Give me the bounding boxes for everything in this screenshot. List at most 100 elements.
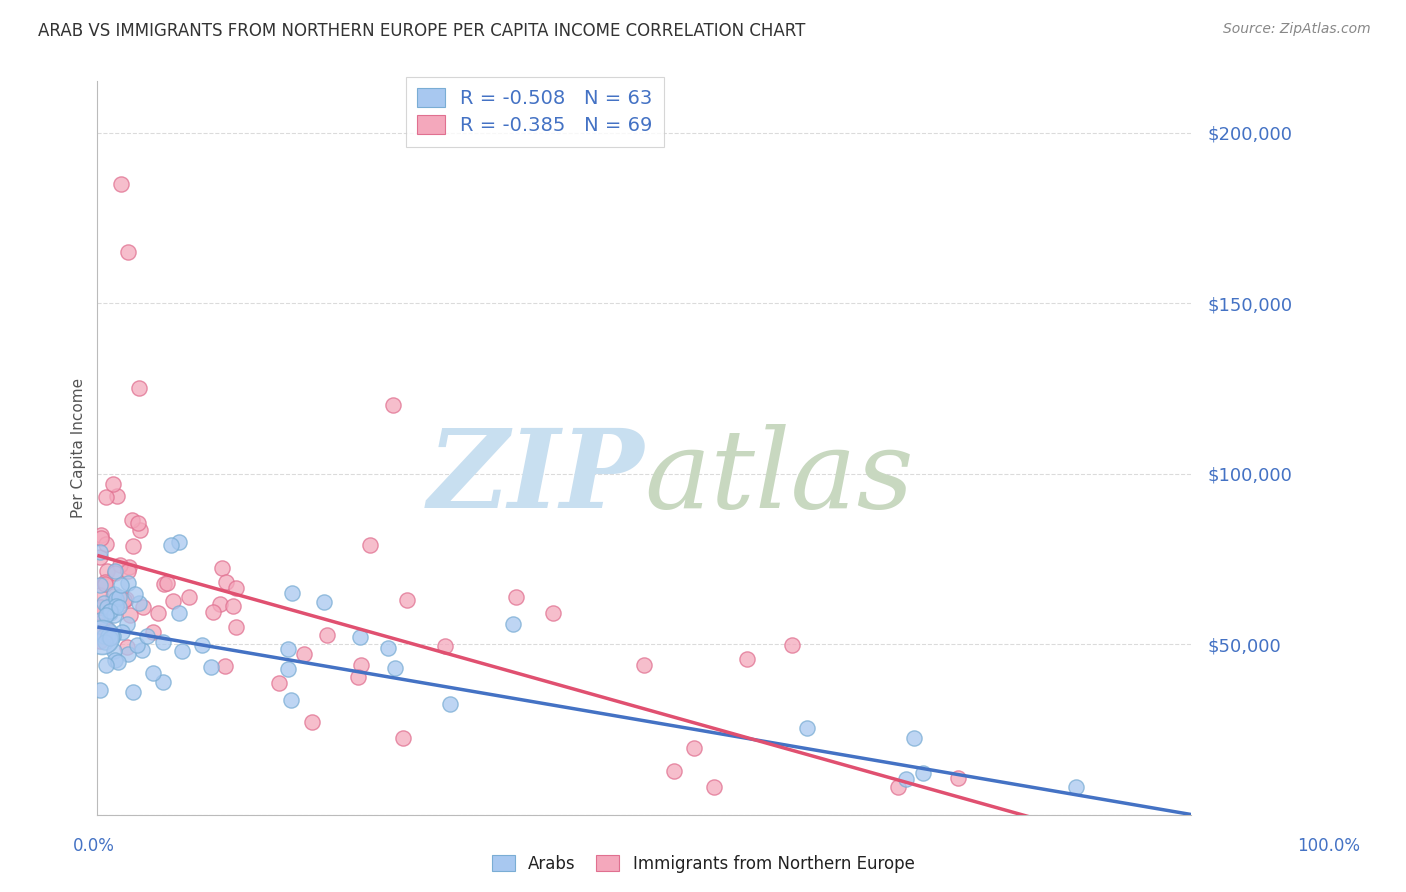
Point <box>211 560 233 574</box>
Legend: Arabs, Immigrants from Northern Europe: Arabs, Immigrants from Northern Europe <box>485 848 921 880</box>
Point <box>146 607 169 621</box>
Point <box>169 606 191 620</box>
Point <box>141 665 163 680</box>
Point <box>384 661 406 675</box>
Point <box>121 540 143 554</box>
Point <box>97 629 120 643</box>
Point <box>280 693 302 707</box>
Point <box>887 780 910 795</box>
Point <box>121 684 143 698</box>
Point <box>110 577 132 591</box>
Point <box>94 574 117 589</box>
Point <box>179 590 201 604</box>
Point <box>103 587 125 601</box>
Point <box>105 489 128 503</box>
Point <box>703 780 725 795</box>
Point <box>132 600 155 615</box>
Point <box>222 599 245 613</box>
Point <box>89 634 111 648</box>
Point <box>104 564 127 578</box>
Point <box>136 629 159 643</box>
Point <box>90 630 112 644</box>
Point <box>90 600 112 615</box>
Point <box>350 658 373 673</box>
Point <box>127 638 149 652</box>
Point <box>202 606 225 620</box>
Point <box>124 587 146 601</box>
Point <box>277 662 299 676</box>
Point <box>118 607 141 622</box>
Point <box>104 653 127 667</box>
Text: atlas: atlas <box>644 424 914 531</box>
Point <box>101 589 124 603</box>
Point <box>127 516 149 530</box>
Point <box>90 528 112 542</box>
Point <box>103 477 125 491</box>
Point <box>105 599 128 614</box>
Point <box>434 640 457 654</box>
Point <box>281 586 304 600</box>
Point <box>96 565 118 579</box>
Point <box>395 592 418 607</box>
Point <box>98 632 121 646</box>
Point <box>301 714 323 729</box>
Point <box>115 591 138 606</box>
Point <box>117 564 139 578</box>
Point <box>225 620 247 634</box>
Point <box>683 741 706 756</box>
Point <box>152 675 174 690</box>
Point <box>381 398 404 412</box>
Point <box>209 597 232 611</box>
Point <box>312 595 335 609</box>
Point <box>128 381 150 395</box>
Point <box>104 566 127 581</box>
Point <box>89 577 111 591</box>
Point <box>103 607 125 622</box>
Point <box>105 599 128 613</box>
Point <box>292 647 315 661</box>
Point <box>93 596 115 610</box>
Point <box>502 616 524 631</box>
Point <box>94 657 117 672</box>
Point <box>315 628 337 642</box>
Point <box>98 624 121 639</box>
Point <box>118 559 141 574</box>
Point <box>103 644 125 658</box>
Point <box>90 615 112 629</box>
Point <box>633 658 655 673</box>
Point <box>115 616 138 631</box>
Point <box>129 523 152 537</box>
Point <box>131 642 153 657</box>
Point <box>90 531 112 545</box>
Text: Source: ZipAtlas.com: Source: ZipAtlas.com <box>1223 22 1371 37</box>
Text: ARAB VS IMMIGRANTS FROM NORTHERN EUROPE PER CAPITA INCOME CORRELATION CHART: ARAB VS IMMIGRANTS FROM NORTHERN EUROPE … <box>38 22 806 40</box>
Point <box>100 604 122 618</box>
Point <box>377 641 399 656</box>
Point <box>98 605 121 619</box>
Point <box>1064 780 1087 795</box>
Point <box>128 596 150 610</box>
Point <box>896 772 918 786</box>
Point <box>89 619 111 633</box>
Point <box>948 772 970 786</box>
Point <box>89 613 111 627</box>
Point <box>152 634 174 648</box>
Point <box>347 670 370 684</box>
Point <box>101 629 124 643</box>
Point <box>107 590 129 604</box>
Point <box>225 581 247 595</box>
Point <box>94 537 117 551</box>
Point <box>96 607 118 622</box>
Point <box>215 574 238 589</box>
Point <box>735 652 758 666</box>
Point <box>117 648 139 662</box>
Point <box>89 683 111 698</box>
Point <box>359 538 381 552</box>
Point <box>159 538 181 552</box>
Point <box>96 623 118 637</box>
Point <box>153 576 176 591</box>
Point <box>117 575 139 590</box>
Point <box>93 635 115 649</box>
Point <box>662 764 685 779</box>
Point <box>93 577 115 591</box>
